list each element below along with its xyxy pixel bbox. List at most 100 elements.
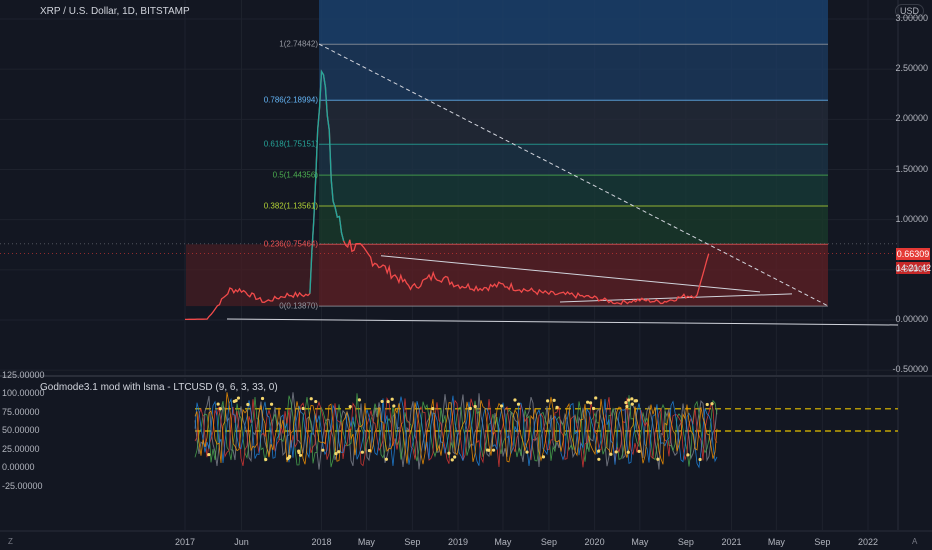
indicator-dot [234, 398, 238, 403]
indicator-dot [626, 450, 630, 454]
indicator-dot [499, 404, 504, 408]
indicator-tick-label: 0.00000 [2, 462, 35, 472]
time-tick-label: 2019 [448, 537, 469, 547]
fib-label: 0.786(2.18994) [263, 95, 318, 105]
indicator-dot [453, 455, 457, 459]
indicator-dot [473, 404, 477, 409]
indicator-tick-label: 125.00000 [2, 369, 45, 380]
time-tick-label: 2017 [174, 537, 196, 547]
indicator-dot [264, 457, 268, 462]
indicator-dot [314, 399, 318, 404]
indicator-dot [380, 399, 384, 404]
indicator-dot [491, 448, 496, 452]
time-tick-label: Sep [404, 537, 421, 547]
countdown-tag: 14:21:42 [896, 262, 932, 274]
fib-zone [319, 144, 828, 176]
indicator-dot [555, 405, 559, 409]
indicator-series [194, 393, 718, 468]
indicator-dot [487, 448, 491, 452]
indicator-dot [384, 457, 388, 461]
time-tick-label: May [631, 537, 649, 547]
indicator-dot [337, 450, 341, 454]
indicator-series [194, 392, 718, 465]
indicator-dot [447, 451, 451, 455]
fib-label: 0.618(1.75151) [263, 139, 318, 149]
time-tick-label: 2018 [311, 537, 332, 547]
indicator-dot [546, 399, 550, 403]
indicator-dot [586, 400, 590, 404]
indicator-dot [686, 453, 690, 457]
indicator-dot [301, 406, 305, 411]
indicator-dot [298, 453, 303, 457]
indicator-dot [236, 396, 241, 400]
fib-label: 0.236(0.75464) [263, 239, 318, 249]
fib-zone [319, 100, 828, 145]
fib-label: 0.5(1.44356) [272, 170, 318, 180]
indicator-dot [705, 402, 709, 407]
corner-z[interactable]: Z [8, 537, 13, 546]
fib-zone [319, 44, 828, 101]
price-tick-label: 3.00000 [895, 13, 928, 23]
price-tick-label: 1.00000 [895, 213, 928, 224]
indicator-dot [614, 450, 618, 454]
indicator-dot [297, 450, 301, 455]
indicator-dot [431, 406, 435, 411]
indicator-dot [552, 398, 556, 402]
fib-label: 1(2.74842) [279, 39, 318, 49]
fib-zone [319, 175, 828, 207]
time-tick-label: Sep [814, 537, 831, 547]
dashed-trendline [318, 43, 829, 307]
indicator-dot [594, 396, 598, 400]
indicator-dot [309, 397, 313, 401]
indicator-dot [591, 406, 596, 411]
currency-label[interactable]: USD [894, 4, 924, 18]
indicator-dot [360, 450, 364, 454]
indicator-dot [597, 457, 601, 461]
indicator-title: Godmode3.1 mod with lsma - LTCUSD (9, 6,… [40, 382, 278, 393]
indicator-dot [450, 458, 454, 462]
indicator-dot [269, 402, 274, 406]
indicator-dot [348, 405, 352, 409]
time-tick-label: May [357, 537, 375, 547]
indicator-dot [625, 404, 629, 409]
price-tick-label: -0.50000 [892, 364, 928, 375]
indicator-dot [624, 401, 628, 405]
indicator-dot [609, 452, 613, 456]
time-tick-label: Jun [234, 537, 249, 547]
corner-a[interactable]: A [912, 537, 918, 546]
indicator-dot [513, 398, 517, 402]
indicator-dot [357, 398, 361, 402]
price-tick-label: 2.00000 [895, 113, 928, 124]
price-tick-label: 2.50000 [895, 63, 928, 74]
indicator-dot [216, 402, 220, 406]
indicator-dot [207, 452, 211, 457]
indicator-dot [321, 448, 325, 452]
indicator-dot [390, 397, 394, 401]
indicator-dot [630, 402, 634, 406]
indicator-dot [392, 404, 396, 408]
indicator-tick-label: 75.00000 [2, 406, 40, 417]
indicator-dot [246, 402, 250, 407]
indicator-dot [525, 450, 529, 454]
indicator-dot [627, 398, 631, 402]
time-tick-label: 2020 [584, 537, 605, 547]
indicator-dot [468, 406, 472, 411]
time-tick-label: Sep [677, 537, 694, 547]
indicator-dot [334, 452, 338, 456]
time-tick-label: 2022 [857, 537, 879, 547]
indicator-dot [386, 399, 390, 404]
price-line [185, 69, 710, 321]
indicator-dot [260, 396, 265, 401]
indicator-tick-label: -25.00000 [2, 480, 43, 491]
indicator-dot [541, 455, 546, 459]
indicator-dot [588, 401, 593, 405]
fib-zone-top [319, 0, 828, 45]
time-tick-label: May [494, 537, 512, 547]
indicator-tick-label: 100.00000 [2, 388, 45, 398]
indicator-dot [637, 449, 641, 453]
chart-title: XRP / U.S. Dollar, 1D, BITSTAMP [40, 6, 190, 17]
indicator-series [194, 395, 718, 469]
fib-label: 0(0.13870) [279, 301, 318, 311]
